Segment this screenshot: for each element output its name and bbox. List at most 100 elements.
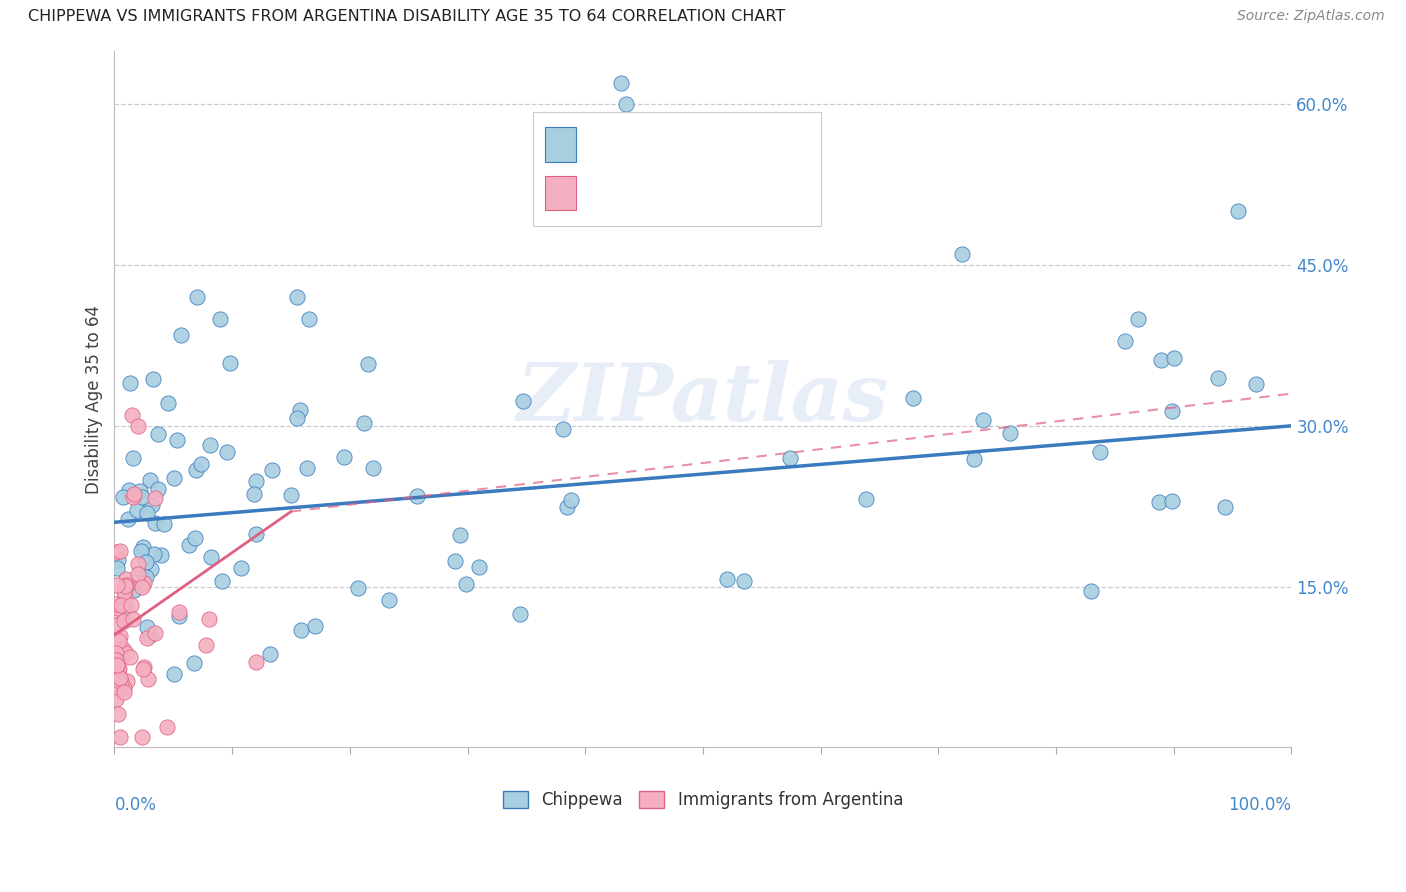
- Point: [105, 658, 128, 673]
- Point: [146, 482, 169, 496]
- Point: [136, 672, 159, 686]
- Point: [779, 450, 801, 465]
- Point: [117, 483, 139, 497]
- Point: [901, 391, 924, 405]
- Point: [110, 671, 132, 685]
- Text: 0.145: 0.145: [609, 186, 657, 201]
- Point: [1163, 351, 1185, 366]
- Point: [114, 589, 136, 603]
- Point: [1206, 371, 1229, 385]
- Text: R =: R =: [583, 137, 617, 153]
- Point: [105, 607, 128, 622]
- Point: [357, 357, 380, 371]
- Point: [139, 628, 162, 642]
- Point: [121, 612, 143, 626]
- Point: [1150, 352, 1173, 367]
- Point: [141, 498, 163, 512]
- Point: [298, 311, 321, 326]
- Point: [150, 548, 173, 562]
- Point: [260, 463, 283, 477]
- Point: [136, 620, 159, 634]
- Point: [509, 607, 531, 621]
- Text: N =: N =: [657, 186, 690, 201]
- Point: [107, 706, 129, 721]
- Point: [107, 681, 129, 695]
- Point: [120, 599, 142, 613]
- Point: [169, 609, 191, 624]
- Point: [963, 452, 986, 467]
- Point: [112, 597, 135, 611]
- Point: [129, 544, 152, 558]
- Point: [184, 531, 207, 545]
- Point: [139, 473, 162, 487]
- Point: [139, 562, 162, 576]
- Point: [972, 413, 994, 427]
- Point: [111, 491, 134, 505]
- Point: [105, 561, 128, 575]
- Point: [218, 356, 240, 370]
- Point: [112, 641, 135, 656]
- Point: [110, 599, 132, 613]
- Point: [1160, 404, 1182, 418]
- Point: [107, 665, 129, 679]
- Text: Source: ZipAtlas.com: Source: ZipAtlas.com: [1237, 9, 1385, 23]
- Text: CHIPPEWA VS IMMIGRANTS FROM ARGENTINA DISABILITY AGE 35 TO 64 CORRELATION CHART: CHIPPEWA VS IMMIGRANTS FROM ARGENTINA DI…: [28, 9, 786, 24]
- Point: [167, 605, 190, 619]
- Point: [1080, 584, 1102, 599]
- Point: [127, 418, 149, 433]
- Point: [107, 663, 129, 677]
- Point: [716, 572, 738, 586]
- Point: [290, 624, 312, 638]
- Point: [127, 557, 149, 571]
- Point: [124, 583, 146, 598]
- Point: [121, 490, 143, 504]
- Point: [131, 581, 153, 595]
- Point: [143, 547, 166, 561]
- Point: [156, 720, 179, 734]
- Point: [115, 572, 138, 586]
- Point: [107, 633, 129, 648]
- Point: [304, 619, 326, 633]
- Point: [333, 450, 356, 464]
- Text: ZIPatlas: ZIPatlas: [517, 360, 889, 438]
- Point: [114, 578, 136, 592]
- Point: [108, 730, 131, 744]
- Point: [104, 652, 127, 666]
- Point: [186, 290, 208, 304]
- Point: [1213, 500, 1236, 514]
- Point: [551, 422, 574, 436]
- Point: [107, 673, 129, 687]
- Point: [190, 457, 212, 471]
- Text: 0.354: 0.354: [609, 137, 657, 153]
- Point: [231, 561, 253, 575]
- Point: [110, 675, 132, 690]
- Point: [162, 667, 184, 681]
- Point: [131, 541, 153, 555]
- Point: [143, 491, 166, 505]
- Point: [107, 601, 129, 615]
- Point: [143, 626, 166, 640]
- Point: [166, 433, 188, 447]
- Point: [125, 503, 148, 517]
- Text: 64: 64: [683, 186, 704, 201]
- Point: [280, 488, 302, 502]
- Point: [443, 553, 465, 567]
- Point: [105, 680, 128, 694]
- Point: [285, 410, 308, 425]
- Point: [855, 492, 877, 507]
- Point: [560, 493, 582, 508]
- Point: [163, 470, 186, 484]
- Point: [107, 553, 129, 567]
- Point: [616, 97, 638, 112]
- Point: [1088, 445, 1111, 459]
- Point: [245, 526, 267, 541]
- Point: [131, 730, 153, 744]
- Point: [209, 311, 232, 326]
- Point: [555, 500, 578, 515]
- Point: [347, 582, 370, 596]
- Point: [115, 601, 138, 615]
- Point: [1160, 494, 1182, 508]
- Point: [449, 528, 471, 542]
- Point: [950, 247, 973, 261]
- Text: 102: 102: [683, 137, 714, 153]
